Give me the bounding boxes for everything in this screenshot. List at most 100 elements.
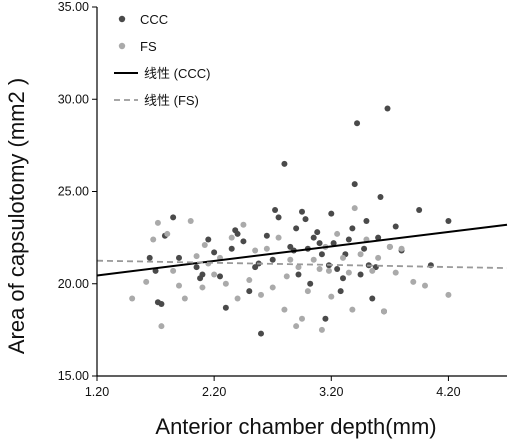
point-ccc [234,230,241,237]
point-fs [154,219,161,226]
point-ccc [351,181,358,188]
legend-label: 线性 (CCC) [144,66,210,81]
point-fs [234,295,241,302]
point-fs [422,282,428,289]
point-fs [170,267,177,274]
point-ccc [322,315,329,322]
point-ccc [293,225,300,232]
point-ccc [340,275,346,282]
point-ccc [258,330,264,337]
point-fs [269,284,276,291]
legend-label: CCC [140,12,168,27]
y-tick-label: 20.00 [58,277,89,291]
point-ccc [299,208,305,215]
point-ccc [337,288,344,295]
point-ccc [328,210,335,217]
point-fs [181,295,188,302]
legend-label: FS [140,39,157,54]
point-ccc [263,232,270,239]
point-fs [193,253,200,260]
point-fs [304,288,311,295]
legend: CCC FS 线性 (CCC) 线性 (FS) [114,12,210,108]
point-fs [318,326,325,333]
point-ccc [228,245,235,252]
point-fs [158,323,165,330]
point-fs [295,264,302,271]
point-ccc [272,206,279,213]
point-fs [150,236,157,243]
point-fs [334,230,341,237]
point-ccc [369,295,376,302]
point-fs [164,230,171,237]
point-fs [275,234,282,241]
point-fs [258,291,264,298]
trend-lines [96,223,508,277]
axes [92,6,507,381]
point-ccc [354,120,361,127]
point-fs [143,278,150,285]
point-fs [328,293,335,300]
point-ccc [302,216,309,223]
point-fs [176,282,182,289]
point-ccc [345,236,352,243]
point-fs [357,251,364,258]
point-fs [299,315,305,322]
point-fs [228,234,235,241]
legend-item: 线性 (FS) [114,93,199,108]
x-tick-label: 3.20 [319,385,343,399]
trend-line-fs [96,259,508,269]
point-ccc [316,240,323,247]
legend-item: CCC [118,12,168,27]
point-fs [386,243,393,250]
point-ccc [295,271,302,278]
point-ccc [281,160,288,167]
point-fs [199,284,206,291]
point-ccc [375,234,382,241]
point-ccc [246,288,253,295]
x-tick-label: 4.20 [436,385,460,399]
point-ccc [363,218,370,225]
point-fs [211,271,218,278]
point-fs [281,306,288,313]
point-fs [410,278,417,285]
point-ccc [357,271,364,278]
point-fs [263,245,270,252]
point-ccc [199,271,206,278]
point-fs [369,267,376,274]
point-fs [351,205,358,212]
point-ccc [310,234,317,241]
point-ccc [158,301,165,308]
point-ccc [334,265,341,272]
point-fs [252,247,259,254]
y-tick-label: 30.00 [58,92,89,106]
x-axis-title: Anterior chamber depth(mm) [155,414,436,439]
point-fs [129,295,136,302]
y-tick-label: 35.00 [58,0,89,14]
point-fs [375,254,382,261]
point-ccc [384,105,391,112]
point-ccc [392,223,399,230]
point-ccc [318,251,325,258]
point-ccc [416,206,423,213]
point-ccc [222,304,229,311]
point-fs [340,254,346,261]
point-fs [283,273,290,280]
point-ccc [146,254,153,261]
point-fs [187,218,194,225]
point-ccc [193,264,200,271]
point-ccc [330,240,337,247]
legend-marker [118,42,126,50]
point-ccc [176,254,182,261]
point-ccc [170,214,177,221]
legend-marker [118,15,126,23]
x-tick-label: 1.20 [85,385,109,399]
point-ccc [240,238,247,245]
point-fs [287,256,294,263]
point-ccc [377,194,384,201]
point-fs [349,306,356,313]
point-ccc [269,256,276,263]
legend-label: 线性 (FS) [144,93,199,108]
point-fs [246,277,253,284]
trend-line-ccc [96,223,508,277]
